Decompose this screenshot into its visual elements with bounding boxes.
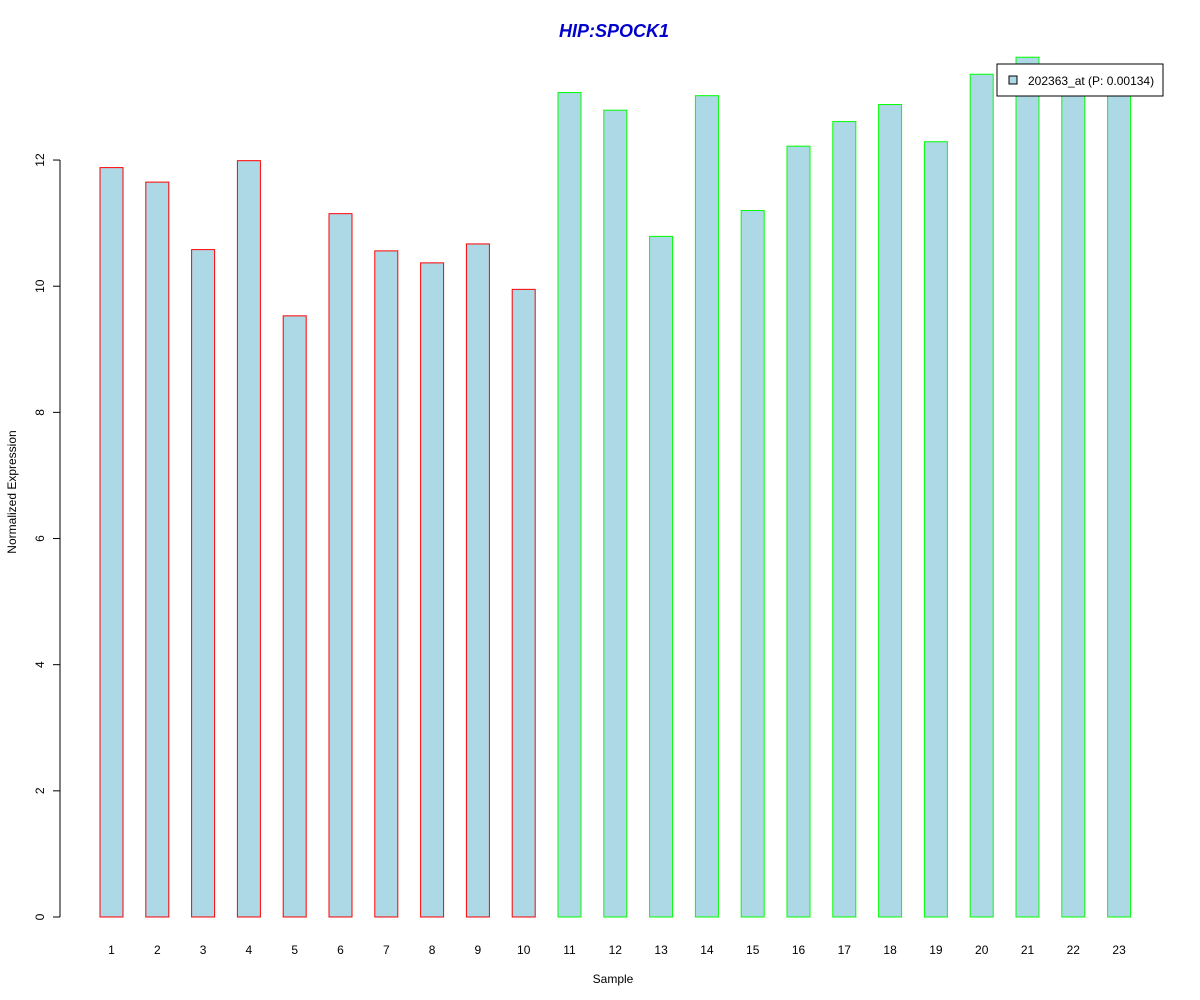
chart-title: HIP:SPOCK1 <box>559 21 669 41</box>
x-tick-label-17: 17 <box>838 943 852 957</box>
y-axis: 0 2 4 6 8 10 12 <box>33 153 61 920</box>
bar-13 <box>649 235 674 918</box>
bar-20 <box>969 73 994 918</box>
bar-15 <box>740 210 765 918</box>
x-tick-label-3: 3 <box>200 943 207 957</box>
x-tick-label-10: 10 <box>517 943 531 957</box>
x-tick-label-13: 13 <box>654 943 668 957</box>
y-tick-label: 12 <box>33 153 47 167</box>
bar-4 <box>236 160 261 918</box>
bar-1 <box>99 167 124 918</box>
legend-label: 202363_at (P: 0.00134) <box>1028 74 1154 88</box>
x-tick-label-16: 16 <box>792 943 806 957</box>
x-tick-label-14: 14 <box>700 943 714 957</box>
x-tick-label-9: 9 <box>475 943 482 957</box>
x-tick-label-4: 4 <box>246 943 253 957</box>
bar-17 <box>832 121 857 918</box>
x-tick-label-5: 5 <box>291 943 298 957</box>
bar-19 <box>923 141 948 918</box>
y-tick-label: 0 <box>33 913 47 920</box>
bar-9 <box>465 243 490 918</box>
x-tick-label-22: 22 <box>1067 943 1081 957</box>
y-axis-title: Normalized Expression <box>5 430 19 553</box>
x-tick-label-2: 2 <box>154 943 161 957</box>
legend-swatch <box>1008 75 1018 85</box>
bar-16 <box>786 145 811 918</box>
x-tick-label-15: 15 <box>746 943 760 957</box>
bar-22 <box>1061 90 1086 918</box>
bar-8 <box>420 262 445 918</box>
bar-10 <box>511 288 536 918</box>
legend-box <box>996 63 1164 97</box>
y-tick-label: 10 <box>33 279 47 293</box>
bars <box>99 56 1132 918</box>
x-tick-label-12: 12 <box>609 943 623 957</box>
x-axis-title: Sample <box>593 972 634 986</box>
bar-6 <box>328 213 353 918</box>
y-tick-label: 6 <box>33 535 47 542</box>
x-axis: 1 2 3 4 5 6 7 8 9 10 11 12 13 14 15 16 17 18 19 20 21 22 23 <box>108 943 1126 957</box>
bar-7 <box>374 250 399 918</box>
y-tick-label: 4 <box>33 661 47 668</box>
bar-21 <box>1015 56 1040 918</box>
x-tick-label-8: 8 <box>429 943 436 957</box>
x-tick-label-11: 11 <box>563 943 576 957</box>
legend: 202363_at (P: 0.00134) <box>996 63 1164 97</box>
bar-3 <box>191 249 216 918</box>
x-tick-label-6: 6 <box>337 943 344 957</box>
bar-5 <box>282 315 307 918</box>
bar-23 <box>1107 90 1132 918</box>
x-tick-label-19: 19 <box>929 943 943 957</box>
x-tick-label-18: 18 <box>883 943 897 957</box>
x-tick-label-20: 20 <box>975 943 989 957</box>
x-tick-label-23: 23 <box>1112 943 1126 957</box>
bar-2 <box>145 181 170 918</box>
bar-12 <box>603 109 628 918</box>
x-tick-label-21: 21 <box>1021 943 1035 957</box>
y-tick-label: 8 <box>33 409 47 416</box>
bar-18 <box>878 104 903 918</box>
bar-14 <box>694 95 719 918</box>
x-tick-label-7: 7 <box>383 943 390 957</box>
bar-11 <box>557 92 582 918</box>
x-tick-label-1: 1 <box>108 943 115 957</box>
y-tick-label: 2 <box>33 787 47 794</box>
